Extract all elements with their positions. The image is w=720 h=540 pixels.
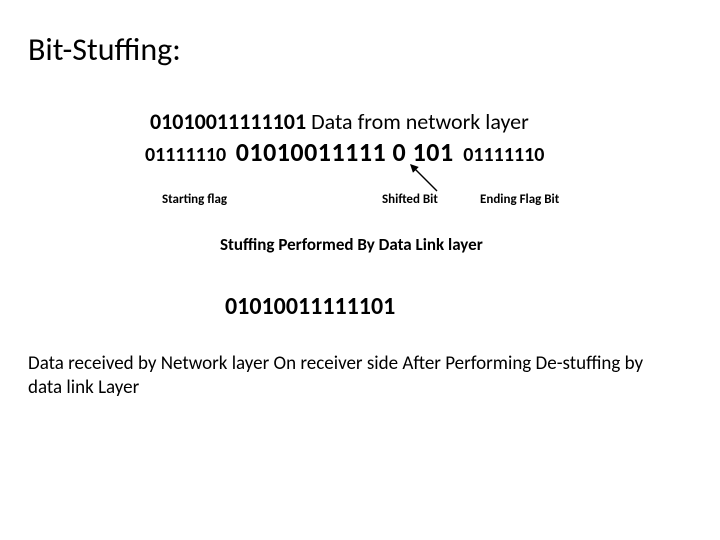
destuffing-caption: Data received by Network layer On receiv… — [28, 352, 680, 400]
ending-flag-label: Ending Flag Bit — [480, 192, 559, 207]
starting-flag-label: Starting flag — [162, 192, 227, 207]
original-data-bits: 01010011111101 — [150, 108, 306, 135]
starting-flag-bits: 01111110 — [145, 143, 226, 167]
network-layer-data-line: 01010011111101 Data from network layer — [150, 108, 529, 135]
ending-flag-bits: 01111110 — [463, 143, 544, 167]
stuffed-frame-line: 01111110 01010011111 0 101 01111110 — [145, 136, 544, 168]
original-data-caption: Data from network layer — [306, 108, 529, 135]
stuffed-data-bits: 01010011111 0 101 — [236, 136, 454, 168]
destuffed-result-bits: 01010011111101 — [225, 292, 395, 321]
page-title: Bit-Stuffing: — [28, 30, 181, 69]
slide: Bit-Stuffing: 01010011111101 Data from n… — [0, 0, 720, 540]
stuffing-caption: Stuffing Performed By Data Link layer — [220, 234, 483, 255]
shifted-bit-label: Shifted Bit — [382, 192, 438, 207]
